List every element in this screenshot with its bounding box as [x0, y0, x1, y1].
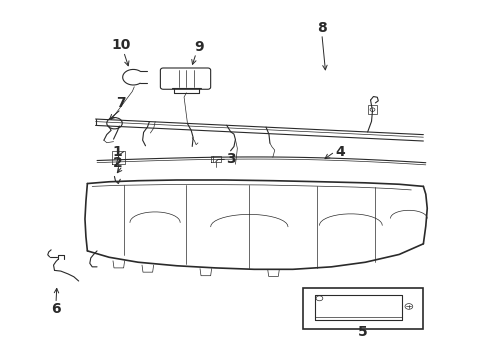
Bar [367, 105, 376, 114]
Text: 3: 3 [225, 152, 235, 166]
Text: 7: 7 [116, 96, 126, 110]
Text: 1: 1 [113, 145, 122, 159]
Text: 9: 9 [193, 40, 203, 54]
Text: 6: 6 [51, 302, 61, 316]
Text: 2: 2 [113, 156, 122, 170]
Text: 10: 10 [111, 38, 131, 52]
Bar [302, 288, 423, 329]
Text: 8: 8 [316, 21, 326, 35]
Text: 5: 5 [357, 325, 367, 339]
Text: 4: 4 [335, 145, 345, 159]
